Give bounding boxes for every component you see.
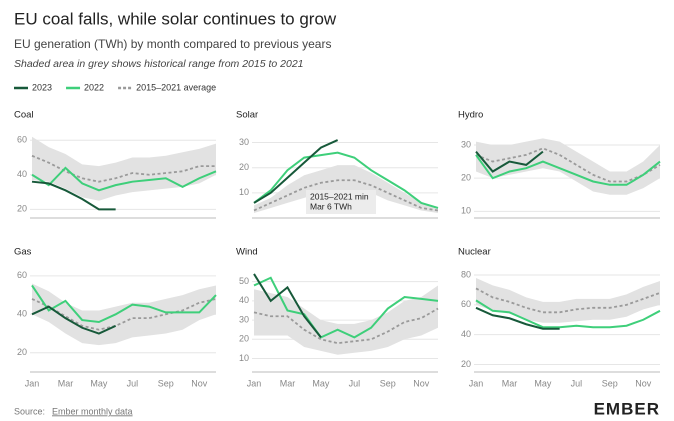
legend-label: 2022 (84, 82, 104, 92)
series-line (475, 299, 661, 329)
series-line (31, 166, 217, 192)
x-tick-label: Jan (469, 378, 484, 388)
title: EU coal falls, while solar continues to … (14, 9, 337, 28)
x-tick-label: May (90, 378, 108, 388)
y-tick-label: 30 (461, 139, 471, 149)
y-tick-label: 20 (239, 334, 249, 344)
panel-title: Hydro (458, 110, 483, 121)
x-tick-label: Nov (635, 378, 652, 388)
annotation: 2015–2021 min (310, 191, 369, 201)
y-tick-label: 60 (17, 270, 27, 280)
x-tick-label: Jan (25, 378, 40, 388)
legend-label: 2015–2021 average (136, 82, 216, 92)
y-tick-label: 10 (239, 187, 249, 197)
series-line (31, 180, 116, 211)
series-line (253, 276, 439, 339)
historical-range (32, 136, 216, 201)
annotation: Mar 6 TWh (310, 201, 352, 211)
series-line (475, 306, 560, 330)
y-tick-label: 80 (461, 269, 471, 279)
x-tick-label: Sep (158, 378, 174, 388)
logo: EMBER (594, 399, 660, 418)
series-line (475, 287, 661, 314)
panel-title: Wind (236, 247, 258, 258)
y-tick-label: 40 (239, 295, 249, 305)
note: Shaded area in grey shows historical ran… (14, 58, 304, 70)
y-tick-label: 10 (461, 206, 471, 216)
x-tick-label: May (534, 378, 552, 388)
x-tick-label: Mar (280, 378, 296, 388)
historical-range (476, 138, 660, 195)
panel-title: Solar (236, 110, 258, 121)
x-tick-label: Mar (502, 378, 518, 388)
y-tick-label: 10 (239, 353, 249, 363)
x-tick-label: Nov (413, 378, 430, 388)
x-tick-label: Jul (349, 378, 361, 388)
series-line (253, 307, 439, 345)
series-line (31, 305, 117, 335)
historical-range (254, 165, 438, 213)
series-line (31, 284, 217, 324)
y-tick-label: 60 (461, 299, 471, 309)
annotation-box (306, 190, 376, 214)
series-line (31, 298, 217, 331)
series-line (253, 273, 322, 339)
x-tick-label: Mar (58, 378, 74, 388)
y-tick-label: 50 (239, 276, 249, 286)
y-tick-label: 30 (239, 314, 249, 324)
series-line (253, 139, 339, 204)
x-tick-label: Sep (380, 378, 396, 388)
y-tick-label: 20 (239, 162, 249, 172)
series-line (253, 179, 439, 212)
source-label: Source: (14, 406, 45, 416)
series-line (475, 150, 544, 173)
historical-range (32, 283, 216, 346)
y-tick-label: 20 (17, 204, 27, 214)
series-line (253, 151, 439, 209)
legend-label: 2023 (32, 82, 52, 92)
y-tick-label: 60 (17, 135, 27, 145)
x-tick-label: Nov (191, 378, 208, 388)
y-tick-label: 20 (461, 359, 471, 369)
series-line (475, 154, 661, 186)
source-link[interactable]: Ember monthly data (52, 406, 133, 416)
y-tick-label: 40 (17, 309, 27, 319)
x-tick-label: Sep (602, 378, 618, 388)
x-tick-label: Jul (571, 378, 583, 388)
panel-title: Nuclear (458, 247, 491, 258)
panel-title: Coal (14, 110, 34, 121)
panel-title: Gas (14, 247, 32, 258)
y-tick-label: 40 (461, 329, 471, 339)
x-tick-label: May (312, 378, 330, 388)
y-tick-label: 30 (239, 137, 249, 147)
y-tick-label: 20 (461, 173, 471, 183)
historical-range (254, 285, 438, 355)
subtitle: EU generation (TWh) by month compared to… (14, 37, 331, 51)
y-tick-label: 40 (17, 169, 27, 179)
y-tick-label: 20 (17, 347, 27, 357)
x-tick-label: Jan (247, 378, 262, 388)
x-tick-label: Jul (127, 378, 139, 388)
historical-range (476, 277, 660, 323)
